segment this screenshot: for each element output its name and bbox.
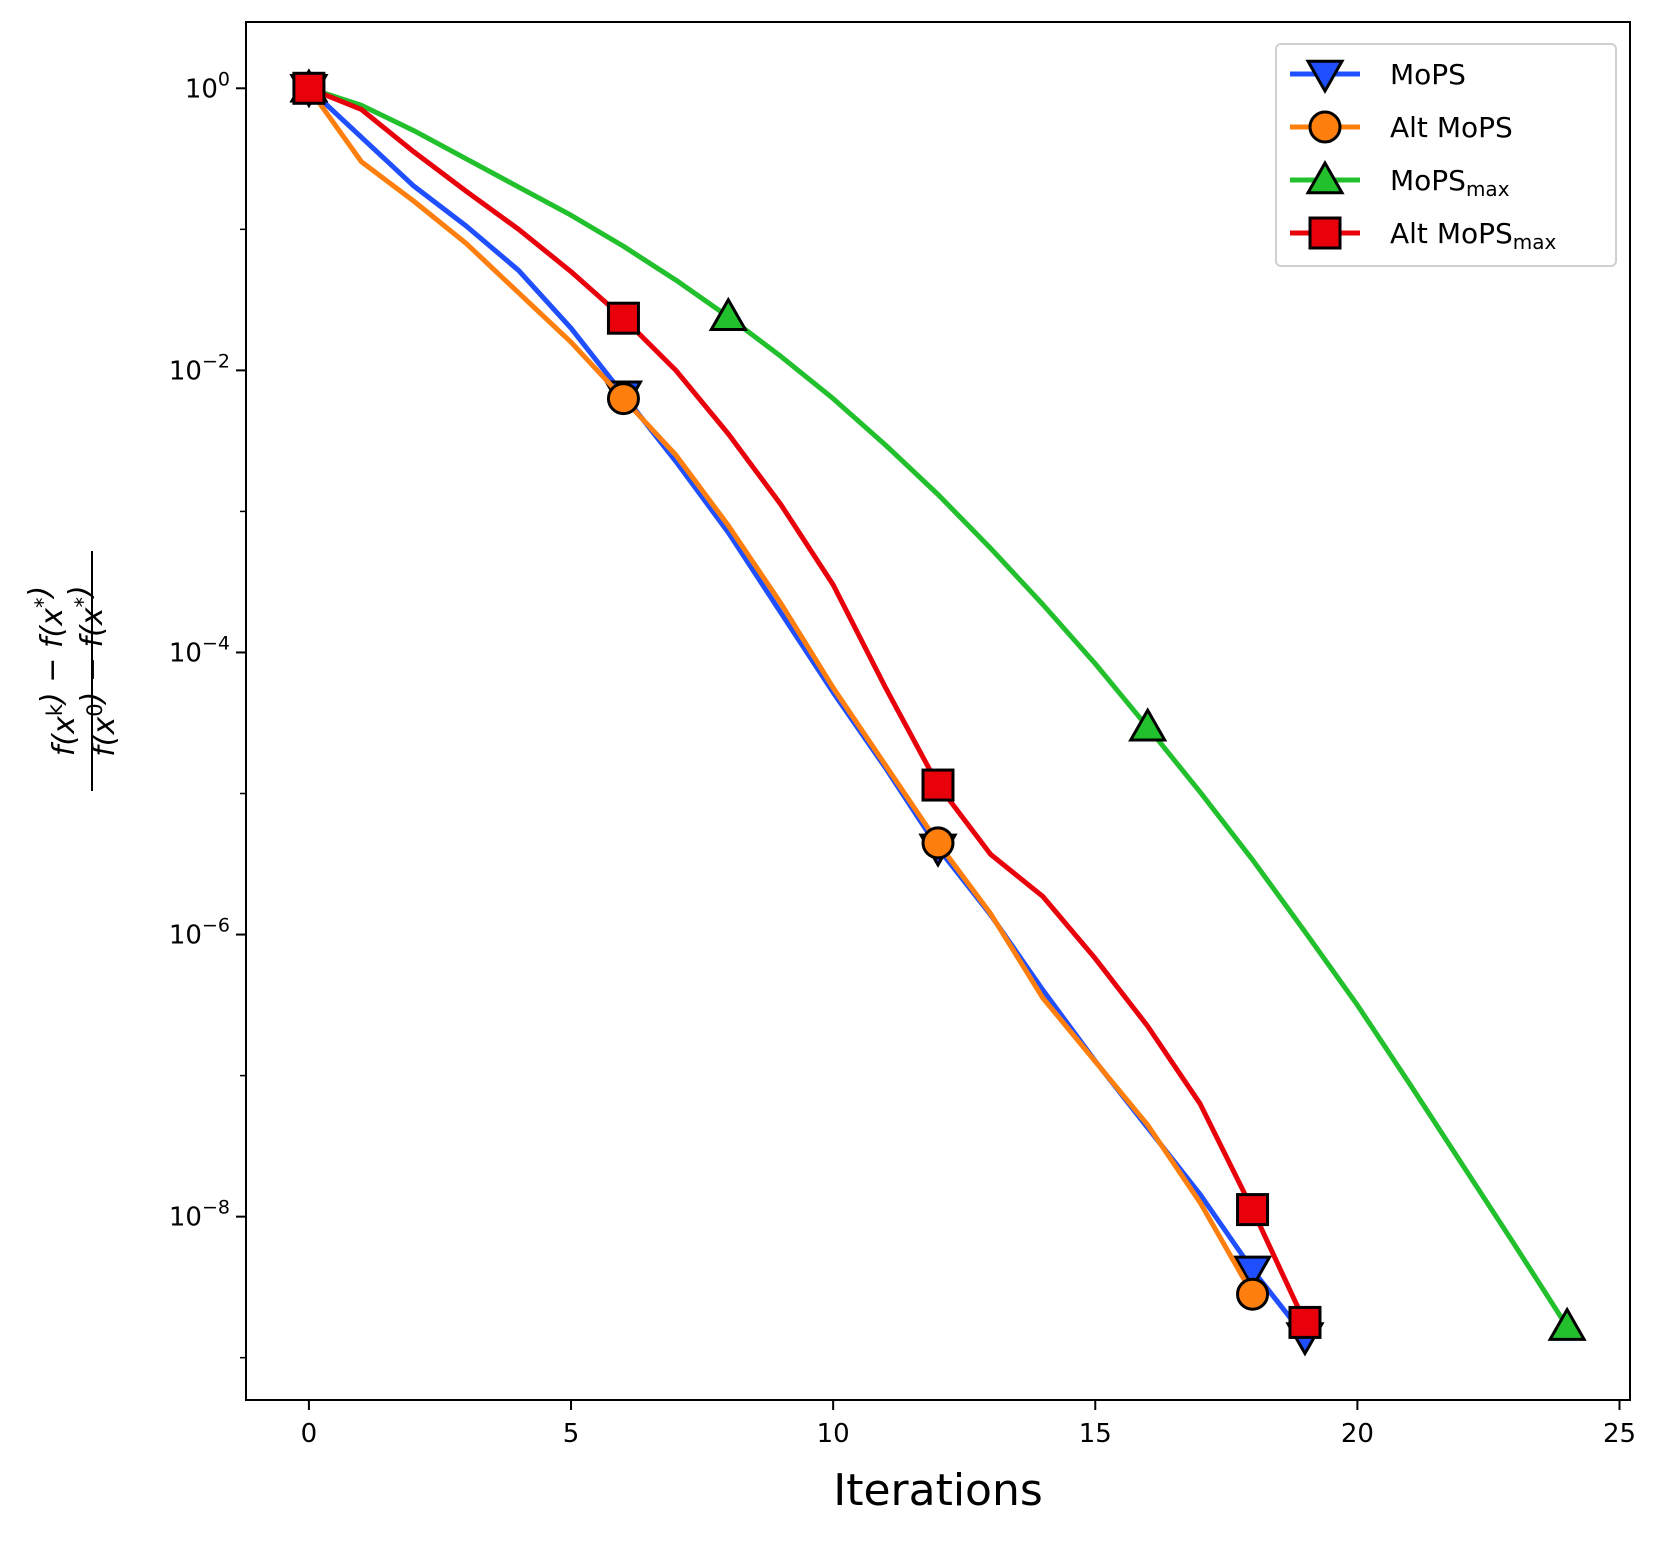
data-marker <box>1547 1306 1587 1341</box>
legend-label: MoPSmax <box>1390 164 1510 201</box>
series-line <box>307 85 1308 1324</box>
data-marker <box>1288 1305 1322 1339</box>
series-layer <box>289 68 1587 1357</box>
x-tick-label: 15 <box>1079 1419 1112 1449</box>
data-marker <box>921 826 955 860</box>
data-marker <box>292 71 326 105</box>
plot-frame <box>245 21 1631 1401</box>
series-line <box>306 86 1255 1296</box>
data-marker <box>708 296 748 332</box>
legend-label: Alt MoPS <box>1390 111 1513 144</box>
legend-label: MoPS <box>1390 58 1466 91</box>
y-axis: 100 10−2 10−4 10−6 10−8 <box>169 68 246 1359</box>
data-marker <box>1305 159 1345 195</box>
series-line <box>308 85 1570 1329</box>
y-tick-label: 100 <box>185 68 230 104</box>
y-tick-label: 10−6 <box>169 915 230 951</box>
y-tick-label: 10−8 <box>169 1197 230 1233</box>
data-marker <box>1236 1193 1270 1227</box>
x-tick-label: 0 <box>301 1419 318 1449</box>
x-axis: 0 5 10 15 20 25 <box>301 1400 1636 1449</box>
data-marker <box>1308 110 1342 144</box>
legend-item: Alt MoPS <box>1290 110 1513 144</box>
x-tick-label: 5 <box>563 1419 580 1449</box>
legend-label: Alt MoPSmax <box>1390 217 1557 254</box>
legend-box <box>1275 43 1617 267</box>
data-marker <box>606 382 640 416</box>
data-marker <box>1236 1277 1270 1311</box>
legend: MoPS Alt MoPS MoPSmax Alt MoPSmax <box>1275 43 1617 267</box>
y-axis-title-denominator: f(x0) − f(x*) <box>63 585 122 757</box>
data-marker <box>921 768 955 802</box>
x-tick-label: 25 <box>1603 1419 1636 1449</box>
series-alt-mops-max <box>292 71 1322 1339</box>
y-tick-label: 10−2 <box>169 350 230 386</box>
data-marker <box>1232 1255 1273 1290</box>
legend-item: MoPS <box>1290 58 1466 95</box>
data-marker <box>1128 707 1168 742</box>
x-tick-label: 10 <box>817 1419 850 1449</box>
data-marker <box>606 301 640 335</box>
y-axis-title: f(xk) − f(x*) f(x0) − f(x*) <box>23 551 122 791</box>
legend-item: MoPSmax <box>1290 159 1510 201</box>
data-marker <box>1308 216 1342 250</box>
y-tick-label: 10−4 <box>169 632 230 668</box>
data-marker <box>1305 59 1345 95</box>
y-axis-title-numerator: f(xk) − f(x*) <box>23 586 82 756</box>
legend-item: Alt MoPSmax <box>1290 216 1557 254</box>
x-axis-title: Iterations <box>833 1465 1043 1516</box>
x-tick-label: 20 <box>1341 1419 1374 1449</box>
